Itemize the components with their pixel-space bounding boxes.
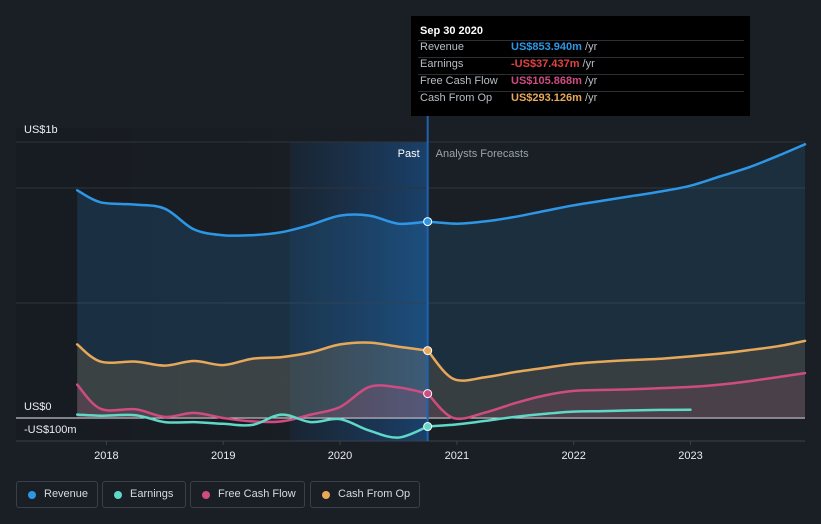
tooltip-label: Cash From Op (420, 92, 493, 104)
legend-item-free-cash-flow[interactable]: Free Cash Flow (190, 481, 305, 508)
legend-label: Free Cash Flow (218, 488, 296, 500)
x-tick-label: 2022 (561, 450, 585, 462)
cash-from-op-past-area (77, 342, 428, 418)
revenue-past-line (75, 189, 429, 237)
tooltip-date: Sep 30 2020 (420, 25, 483, 37)
legend-item-cash-from-op[interactable]: Cash From Op (310, 481, 420, 508)
legend-dot-icon (28, 491, 36, 499)
cash-from-op-marker (423, 346, 433, 356)
free-cash-flow-marker (423, 389, 433, 399)
tooltip-row-free-cash-flow: Free Cash Flow US$105.868m /yr (420, 75, 740, 89)
tooltip-value: US$105.868m /yr (511, 75, 598, 87)
x-tick-label: 2019 (211, 450, 235, 462)
revenue-forecast-area (427, 144, 805, 419)
free-cash-flow-forecast-area (427, 373, 805, 419)
tooltip-label: Revenue (420, 41, 465, 53)
revenue-past-area (77, 190, 428, 418)
tooltip: Sep 30 2020 Revenue US$853.940m /yr Earn… (411, 16, 750, 116)
cash-from-op-past-line (75, 341, 429, 367)
earnings-forecast-line (426, 408, 692, 428)
legend-dot-icon (322, 491, 330, 499)
tooltip-value: US$853.940m /yr (511, 41, 598, 53)
legend-item-revenue[interactable]: Revenue (16, 481, 98, 508)
revenue-marker (423, 217, 433, 227)
revenue-forecast-line (426, 143, 807, 225)
tooltip-divider (418, 91, 744, 92)
free-cash-flow-forecast-line (426, 371, 807, 421)
legend-label: Earnings (130, 488, 174, 500)
earnings-marker (423, 422, 433, 432)
free-cash-flow-past-line (75, 383, 429, 424)
x-tick-label: 2020 (328, 450, 352, 462)
earnings-past-line (75, 413, 429, 439)
tooltip-value: US$293.126m /yr (511, 92, 598, 104)
cash-from-op-forecast-area (427, 340, 805, 418)
past-label: Past (398, 148, 420, 160)
x-tick-label: 2021 (445, 450, 469, 462)
tooltip-divider (418, 74, 744, 75)
forecast-label: Analysts Forecasts (436, 148, 529, 160)
legend-dot-icon (114, 491, 122, 499)
tooltip-divider (418, 57, 744, 58)
y-tick-label: -US$100m (24, 424, 77, 436)
legend-item-earnings[interactable]: Earnings (102, 481, 186, 508)
tooltip-row-cash-from-op: Cash From Op US$293.126m /yr (420, 92, 740, 106)
cash-from-op-forecast-line (426, 339, 807, 382)
x-tick-label: 2023 (678, 450, 702, 462)
x-tick-label: 2018 (94, 450, 118, 462)
legend-label: Revenue (44, 488, 89, 500)
tooltip-value: -US$37.437m /yr (511, 58, 595, 70)
tooltip-row-revenue: Revenue US$853.940m /yr (420, 41, 740, 55)
free-cash-flow-past-area (77, 384, 428, 423)
hover-highlight-region (290, 142, 428, 441)
y-tick-label: US$1b (24, 124, 58, 136)
legend-dot-icon (202, 491, 210, 499)
legend-label: Cash From Op (338, 488, 411, 500)
tooltip-label: Free Cash Flow (420, 75, 498, 87)
y-tick-label: US$0 (24, 401, 52, 413)
tooltip-label: Earnings (420, 58, 464, 70)
tooltip-divider (418, 40, 744, 41)
tooltip-row-earnings: Earnings -US$37.437m /yr (420, 58, 740, 72)
